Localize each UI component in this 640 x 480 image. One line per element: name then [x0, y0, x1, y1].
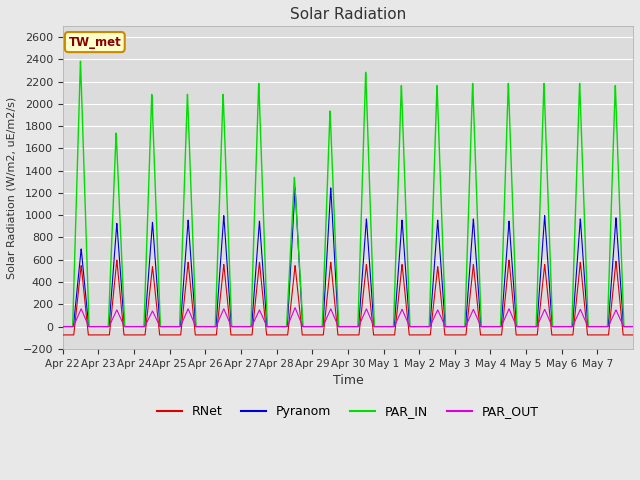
- Text: TW_met: TW_met: [68, 36, 121, 48]
- Legend: RNet, Pyranom, PAR_IN, PAR_OUT: RNet, Pyranom, PAR_IN, PAR_OUT: [152, 400, 544, 423]
- X-axis label: Time: Time: [333, 374, 364, 387]
- Y-axis label: Solar Radiation (W/m2, uE/m2/s): Solar Radiation (W/m2, uE/m2/s): [7, 96, 17, 278]
- Title: Solar Radiation: Solar Radiation: [290, 7, 406, 22]
